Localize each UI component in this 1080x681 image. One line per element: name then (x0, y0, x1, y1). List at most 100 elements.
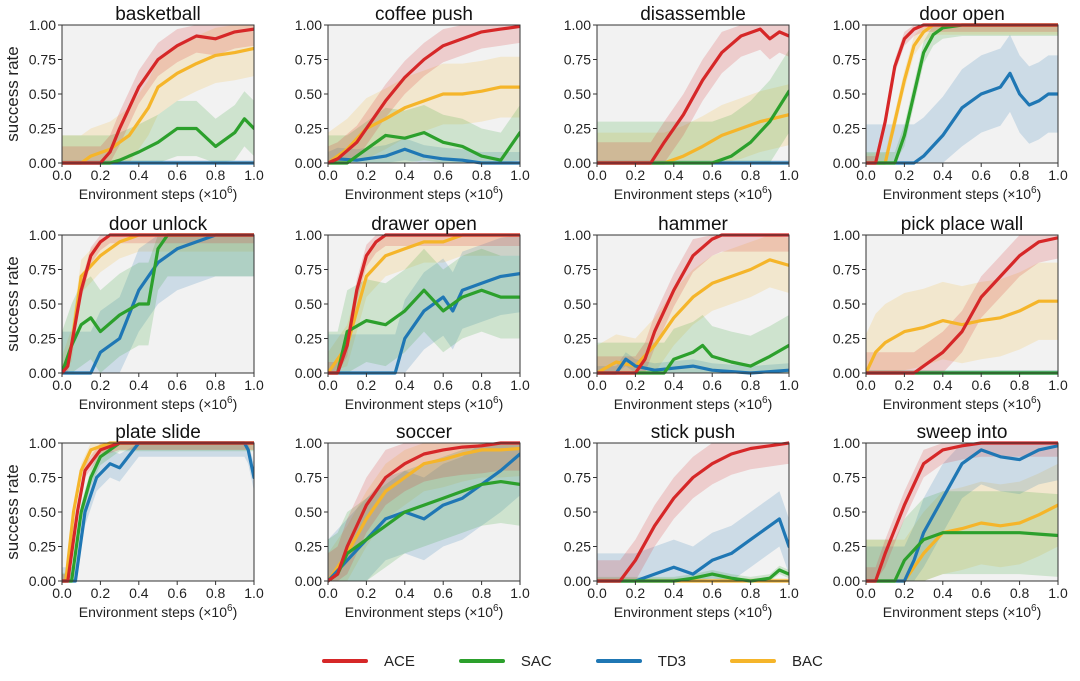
x-tick-label: 0.2 (91, 167, 111, 183)
plot-area (328, 443, 520, 581)
band-TD3 (62, 235, 254, 373)
y-tick-label: 0.00 (564, 365, 591, 381)
y-tick-label: 0.25 (564, 121, 591, 137)
x-tick-label: 0.4 (933, 585, 953, 601)
y-tick-label: 1.00 (295, 17, 322, 33)
subplot-disassemble: 0.0 0.2 0.4 0.6 0.8 1.0 0.00 0.25 0.50 0.75 1.00 di… (564, 4, 799, 202)
subplot-title: door open (919, 4, 1005, 25)
x-axis-label: Environment steps (×106) (614, 395, 772, 412)
series-line-TD3 (328, 147, 520, 165)
series-line-ACE (328, 441, 520, 583)
series-line-TD3 (597, 357, 789, 375)
x-axis-label: Environment steps (×106) (345, 395, 503, 412)
x-tick-label: 0.8 (206, 585, 226, 601)
band-SAC (62, 91, 254, 163)
plot-area (62, 443, 254, 581)
legend-label: ACE (384, 652, 415, 670)
subplot-title: soccer (396, 422, 453, 443)
band-SAC (597, 49, 789, 163)
subplot-hammer: 0.0 0.2 0.4 0.6 0.8 1.0 0.00 0.25 0.50 0.75 1.00 ha… (564, 214, 799, 412)
x-tick-label: 0.4 (395, 585, 415, 601)
y-tick-label: 0.25 (29, 121, 56, 137)
y-tick-label: 0.50 (29, 504, 56, 520)
series-line-ACE (597, 233, 789, 375)
x-tick-label: 0.8 (472, 585, 492, 601)
y-tick-label: 0.00 (29, 573, 56, 589)
x-tick-label: 0.6 (702, 167, 722, 183)
y-axis-label: success rate (3, 46, 22, 141)
series-line-TD3 (866, 71, 1058, 165)
band-ACE (597, 25, 789, 163)
series-line-TD3 (62, 233, 254, 375)
x-tick-label: 1.0 (244, 167, 264, 183)
x-tick-label: 0.6 (167, 167, 187, 183)
y-tick-label: 0.00 (833, 573, 860, 589)
band-ACE (62, 25, 254, 163)
band-BAC (328, 443, 520, 581)
y-tick-label: 0.25 (29, 539, 56, 555)
x-tick-label: 0.4 (395, 167, 415, 183)
y-tick-label: 0.00 (295, 573, 322, 589)
x-tick-label: 0.4 (129, 377, 149, 393)
subplot-soccer: 0.0 0.2 0.4 0.6 0.8 1.0 0.00 0.25 0.50 0.75 1.00 so… (295, 422, 530, 620)
x-tick-label: 1.0 (779, 167, 799, 183)
subplot-title: plate slide (115, 422, 201, 443)
band-BAC (597, 235, 789, 373)
x-tick-label: 1.0 (244, 585, 264, 601)
band-BAC (62, 235, 254, 373)
x-tick-label: 1.0 (1048, 167, 1068, 183)
y-tick-label: 0.50 (295, 504, 322, 520)
band-TD3 (328, 443, 520, 581)
y-tick-label: 0.75 (29, 262, 56, 278)
legend-swatch (458, 659, 505, 663)
y-tick-label: 1.00 (295, 435, 322, 451)
subplot-title: disassemble (640, 4, 746, 25)
y-tick-label: 1.00 (295, 227, 322, 243)
legend-label: BAC (792, 652, 823, 670)
y-tick-label: 1.00 (564, 227, 591, 243)
y-tick-label: 0.00 (29, 365, 56, 381)
x-tick-label: 0.2 (626, 167, 646, 183)
subplot-coffee-push: 0.0 0.2 0.4 0.6 0.8 1.0 0.00 0.25 0.50 0.75 1.00 co… (295, 4, 530, 202)
y-tick-label: 0.50 (295, 296, 322, 312)
x-tick-label: 1.0 (779, 585, 799, 601)
y-tick-label: 0.75 (295, 262, 322, 278)
x-tick-label: 0.0 (587, 585, 607, 601)
y-tick-label: 0.00 (295, 155, 322, 171)
x-tick-label: 0.8 (1010, 585, 1030, 601)
y-tick-label: 0.75 (564, 470, 591, 486)
x-tick-label: 0.8 (741, 377, 761, 393)
y-tick-label: 0.50 (564, 504, 591, 520)
subplot-stick-push: 0.0 0.2 0.4 0.6 0.8 1.0 0.00 0.25 0.50 0.75 1.00 st… (564, 422, 799, 620)
band-SAC (328, 443, 520, 581)
x-tick-label: 0.8 (206, 377, 226, 393)
series-line-ACE (328, 24, 520, 165)
subplot-door-open: 0.0 0.2 0.4 0.6 0.8 1.0 0.00 0.25 0.50 0.75 1.00 do… (833, 4, 1068, 202)
band-ACE (866, 235, 1058, 373)
x-tick-label: 0.2 (357, 377, 377, 393)
x-tick-label: 0.2 (357, 585, 377, 601)
x-tick-label: 0.2 (626, 377, 646, 393)
series-line-SAC (62, 117, 254, 165)
x-tick-label: 0.6 (971, 167, 991, 183)
x-tick-label: 0.6 (167, 585, 187, 601)
y-tick-label: 0.25 (295, 121, 322, 137)
x-tick-label: 0.4 (129, 167, 149, 183)
legend: ACE SAC TD3 BAC (322, 648, 867, 674)
legend-swatch (322, 659, 368, 663)
y-tick-label: 0.00 (295, 365, 322, 381)
x-tick-label: 0.4 (664, 167, 684, 183)
y-tick-label: 1.00 (833, 435, 860, 451)
y-tick-label: 0.75 (564, 52, 591, 68)
series-line-TD3 (62, 441, 254, 583)
plot-area (597, 25, 789, 163)
band-TD3 (328, 235, 520, 373)
x-tick-label: 0.2 (895, 377, 915, 393)
series-line-BAC (597, 258, 789, 375)
subplot-drawer-open: 0.0 0.2 0.4 0.6 0.8 1.0 0.00 0.25 0.50 0.75 1.00 dr… (295, 214, 530, 412)
y-tick-label: 0.00 (29, 155, 56, 171)
x-tick-label: 1.0 (1048, 377, 1068, 393)
y-tick-label: 0.75 (833, 262, 860, 278)
y-tick-label: 1.00 (833, 227, 860, 243)
x-tick-label: 1.0 (510, 377, 530, 393)
